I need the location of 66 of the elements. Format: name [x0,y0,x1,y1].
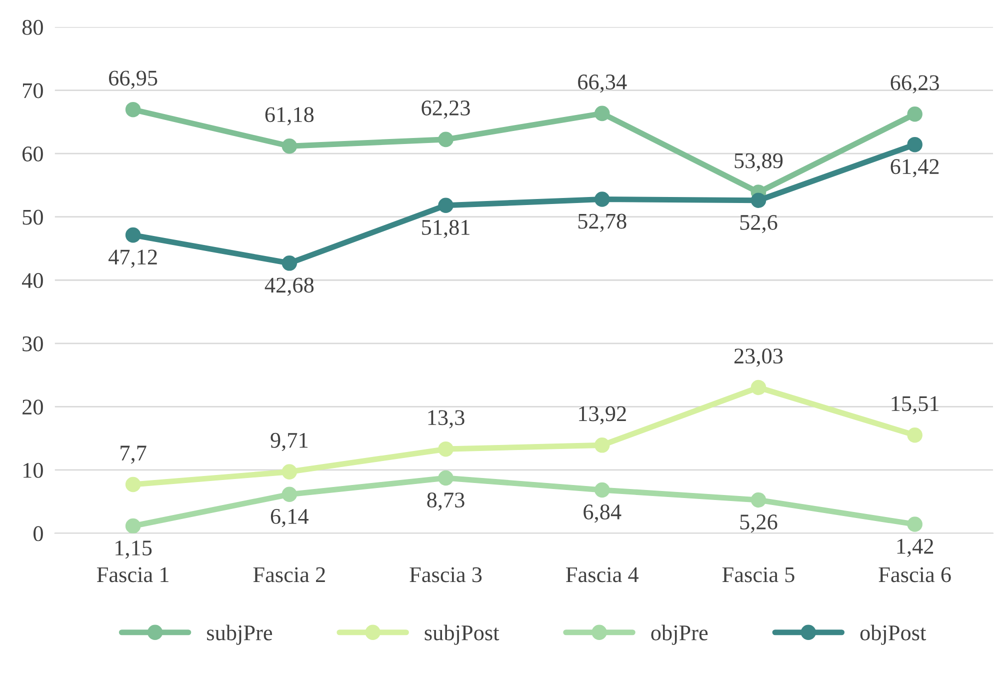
data-label: 61,18 [265,107,314,126]
point [438,198,454,214]
data-label: 23,03 [734,348,783,367]
data-label: 61,42 [890,159,939,178]
point [438,441,454,457]
point [125,518,141,534]
point [282,256,298,271]
point [907,106,922,122]
point [282,138,298,154]
point [125,227,141,243]
data-label: 6,84 [584,504,622,523]
point [750,192,766,208]
legend-label: objPre [651,624,708,645]
x-tick-label: Fascia 5 [722,567,794,582]
y-tick-label: 0 [34,526,43,542]
point [594,482,610,498]
data-label: 66,95 [109,70,158,89]
point [750,492,766,508]
point [907,136,922,152]
data-label: 7,7 [120,446,146,464]
x-tick-label: Fascia 2 [253,567,325,582]
y-tick-label: 40 [22,273,43,288]
point [594,192,610,207]
y-tick-label: 20 [22,400,43,415]
point [907,427,922,443]
legend-label: objPost [860,624,926,645]
data-label: 9,71 [270,432,308,452]
data-label: 13,92 [579,406,626,424]
data-label: 8,73 [427,492,464,511]
point [750,380,766,396]
x-tick-label: Fascia 6 [878,567,951,582]
data-label: 53,89 [734,153,783,172]
data-label: 51,81 [422,220,470,238]
point [438,132,454,148]
x-tick-label: Fascia 1 [96,567,168,582]
data-label: 42,68 [264,278,314,296]
legend-label: subjPre [207,624,272,645]
point [282,464,298,480]
data-label: 47,12 [108,250,157,268]
x-tick-label: Fascia 3 [410,567,482,582]
y-tick-label: 80 [22,20,43,35]
point [594,438,610,453]
data-label: 52,78 [578,214,626,232]
data-label: 1,42 [897,538,934,557]
y-tick-label: 30 [22,336,43,352]
point [907,516,922,532]
legend-label: subjPost [424,624,500,645]
data-label: 62,23 [422,100,470,119]
data-label: 66,23 [890,75,939,94]
y-tick-label: 60 [22,146,43,162]
data-label: 66,34 [578,74,627,93]
y-tick-label: 70 [23,83,43,98]
point [282,486,298,502]
data-label: 5,26 [740,514,778,533]
y-tick-label: 50 [22,210,43,225]
point [125,476,141,492]
data-label: 6,14 [270,508,309,528]
data-label: 15,51 [892,396,938,414]
data-label: 13,3 [428,410,464,428]
data-label: 52,6 [740,214,778,234]
x-tick-label: Fascia 4 [566,567,638,582]
point [438,470,454,486]
y-tick-label: 10 [24,462,43,478]
point [594,106,610,122]
data-label: 1,15 [116,540,152,559]
point [125,102,141,118]
